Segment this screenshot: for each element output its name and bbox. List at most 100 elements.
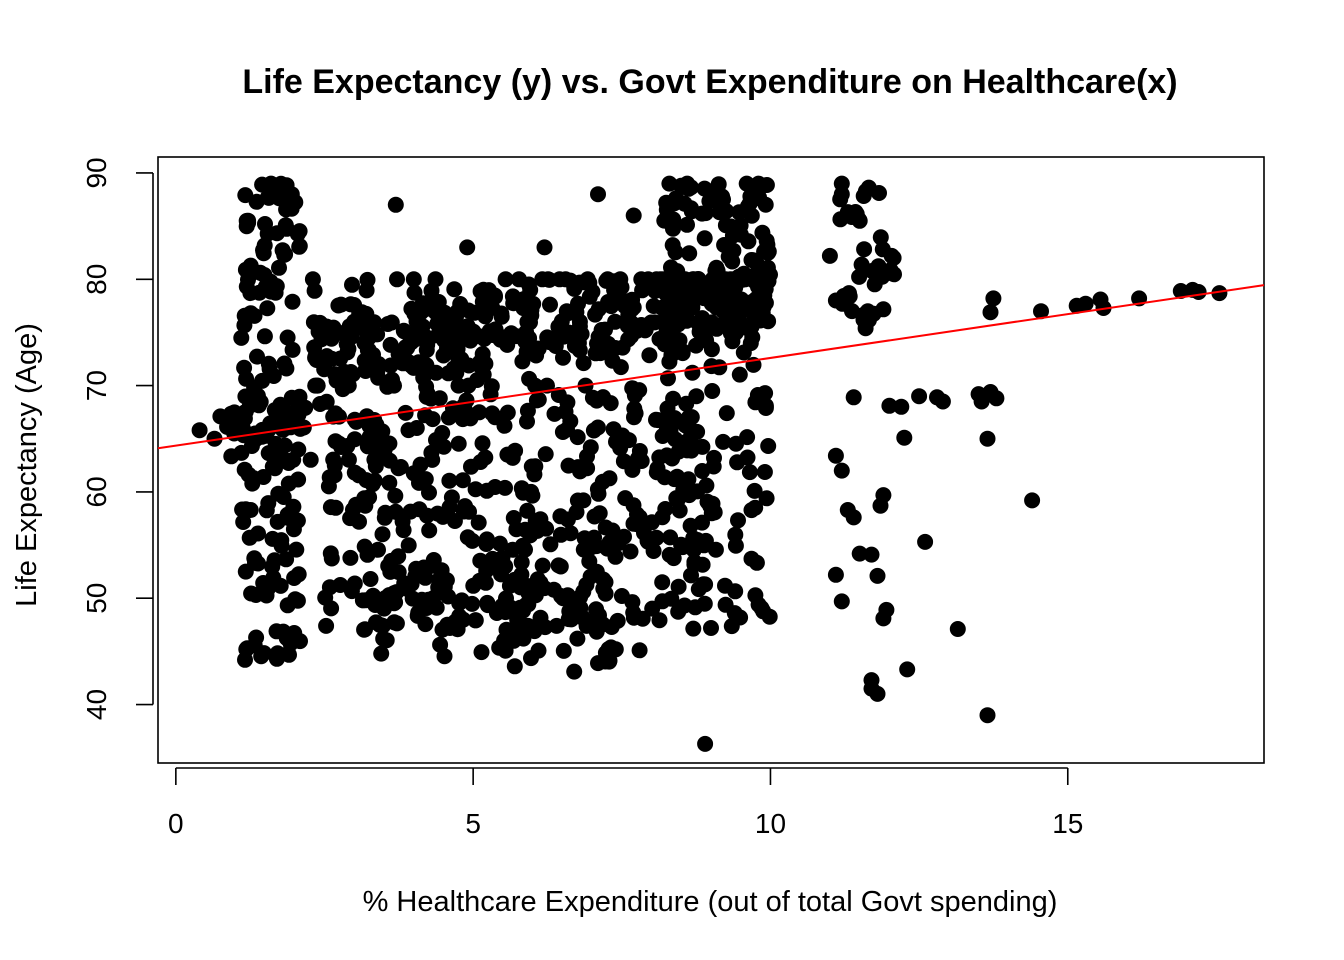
x-axis-label: % Healthcare Expenditure (out of total G…: [363, 886, 1058, 918]
data-point: [833, 175, 850, 192]
data-point: [537, 446, 554, 463]
data-point: [327, 405, 344, 422]
data-point: [454, 472, 471, 489]
data-point: [451, 595, 468, 612]
data-point: [703, 341, 720, 358]
data-point: [423, 444, 440, 461]
data-point: [643, 514, 660, 531]
data-point: [255, 245, 272, 262]
data-point: [598, 272, 615, 289]
data-point: [402, 328, 419, 345]
y-axis: 40 50 60 70 80 90: [81, 157, 154, 720]
data-point: [874, 268, 891, 285]
data-point: [696, 230, 713, 247]
data-point: [233, 329, 250, 346]
y-axis-label: Life Expectancy (Age): [11, 323, 43, 607]
data-point: [520, 585, 537, 601]
data-point: [458, 392, 475, 409]
data-point: [869, 685, 886, 702]
data-point: [483, 378, 500, 395]
data-point: [284, 341, 301, 358]
data-point: [426, 557, 443, 574]
data-point: [250, 397, 267, 414]
data-point: [441, 472, 458, 489]
data-point: [651, 331, 668, 347]
data-point: [875, 301, 892, 318]
data-point: [327, 366, 344, 383]
data-point: [569, 429, 586, 446]
data-point: [555, 349, 571, 366]
data-point: [284, 293, 301, 310]
data-point: [522, 282, 539, 298]
data-point: [263, 175, 279, 192]
data-point: [662, 529, 679, 546]
data-point: [258, 502, 275, 519]
data-point: [491, 535, 508, 552]
data-point: [704, 383, 721, 399]
data-point: [506, 571, 523, 588]
data-point: [530, 391, 547, 408]
data-point: [318, 393, 335, 410]
data-point: [266, 552, 283, 569]
data-point: [513, 554, 530, 571]
data-point: [374, 526, 391, 543]
data-point: [256, 328, 273, 345]
data-point: [756, 287, 773, 304]
data-point: [758, 490, 775, 507]
data-point: [988, 390, 1005, 407]
data-point: [536, 239, 553, 256]
data-point: [400, 422, 417, 439]
data-point: [392, 459, 409, 475]
data-point: [559, 394, 576, 411]
data-point: [1190, 284, 1207, 300]
data-point: [760, 313, 777, 330]
data-point: [755, 276, 772, 292]
data-point: [532, 609, 549, 626]
data-point: [750, 596, 767, 613]
data-point: [374, 617, 391, 634]
data-point: [334, 381, 351, 398]
data-point: [356, 490, 373, 507]
data-point: [410, 604, 427, 621]
data-point: [449, 621, 466, 638]
data-point: [248, 629, 265, 646]
data-point: [519, 313, 536, 330]
data-point: [318, 617, 335, 634]
data-point: [546, 405, 563, 422]
data-point: [669, 468, 686, 485]
data-point: [548, 617, 565, 634]
data-point: [590, 655, 606, 672]
data-point: [285, 451, 302, 468]
data-point: [417, 569, 434, 586]
data-point: [302, 451, 319, 468]
data-point: [417, 407, 434, 424]
x-tick-label: 5: [465, 808, 481, 839]
data-point: [759, 259, 776, 276]
data-point: [446, 513, 463, 529]
data-point: [265, 368, 282, 384]
data-point: [618, 313, 635, 330]
data-point: [260, 355, 277, 372]
data-point: [404, 590, 421, 607]
data-point: [383, 314, 400, 331]
data-point: [843, 209, 860, 225]
data-point: [251, 284, 268, 301]
data-point: [212, 408, 229, 425]
data-point: [467, 481, 484, 498]
data-point: [275, 489, 292, 505]
data-point: [730, 512, 746, 529]
x-axis: 0 5 10 15: [168, 767, 1083, 839]
data-point: [260, 445, 277, 462]
data-point: [331, 435, 348, 452]
data-point: [478, 536, 495, 552]
data-point: [237, 187, 254, 204]
data-point: [373, 645, 390, 662]
data-point: [1033, 303, 1049, 320]
data-point: [720, 313, 737, 330]
data-point: [717, 577, 733, 594]
data-point: [283, 186, 300, 203]
data-point: [761, 608, 778, 625]
data-point: [631, 642, 648, 659]
data-point: [474, 435, 491, 452]
data-point: [247, 587, 264, 603]
